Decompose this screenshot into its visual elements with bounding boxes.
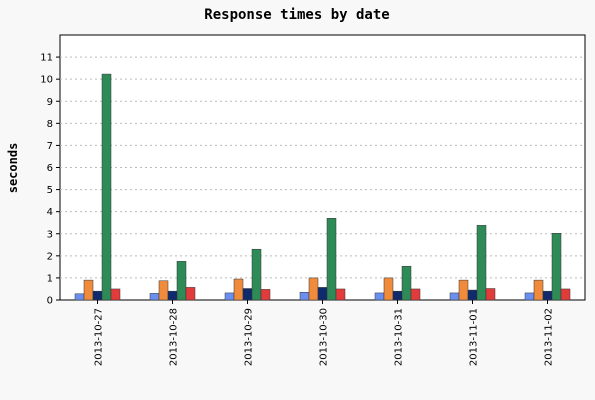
bar-s1-2013-11-02 — [533, 279, 544, 301]
bar-s3-2013-10-27 — [101, 73, 112, 301]
bar-s0-2013-10-31 — [374, 292, 385, 301]
bar-s0-2013-10-30 — [299, 292, 310, 301]
y-tick-label: 10 — [40, 75, 53, 86]
bar-s3-2013-11-01 — [476, 225, 487, 301]
bar-s2-2013-10-31 — [392, 290, 403, 301]
y-tick-label: 5 — [47, 185, 53, 196]
y-axis-ticks: 0 1 2 3 4 5 6 7 8 9 10 11 — [40, 53, 60, 307]
bar-s1-2013-10-30 — [308, 277, 319, 301]
bar-s4-2013-10-27 — [110, 288, 121, 301]
bar-s2-2013-10-27 — [92, 290, 103, 301]
bar-s1-2013-10-29 — [233, 278, 244, 301]
bar-s4-2013-10-28 — [185, 287, 196, 301]
x-tick-label: 2013-11-02 — [544, 308, 555, 366]
x-tick-label: 2013-10-29 — [244, 308, 255, 366]
bar-s2-2013-10-30 — [317, 287, 328, 301]
y-tick-label: 11 — [40, 53, 53, 64]
y-tick-label: 9 — [47, 97, 53, 108]
y-tick-label: 6 — [47, 163, 53, 174]
bar-s1-2013-10-31 — [383, 277, 394, 301]
bar-s3-2013-10-29 — [251, 248, 262, 301]
bar-s0-2013-10-29 — [224, 292, 235, 301]
y-tick-label: 4 — [47, 207, 53, 218]
bar-s1-2013-10-28 — [158, 280, 169, 301]
bar-s0-2013-11-01 — [449, 292, 460, 301]
y-tick-label: 3 — [47, 229, 53, 240]
y-tick-label: 0 — [47, 296, 53, 307]
bar-s0-2013-11-02 — [524, 292, 535, 301]
bar-s4-2013-11-01 — [485, 288, 496, 301]
bar-s4-2013-11-02 — [560, 288, 571, 301]
bar-s3-2013-11-02 — [551, 233, 562, 301]
y-tick-label: 2 — [47, 251, 53, 262]
x-axis-ticks: 2013-10-27 2013-10-28 2013-10-29 2013-10-30… — [94, 300, 555, 366]
bar-s1-2013-10-27 — [83, 279, 94, 301]
bar-s3-2013-10-31 — [401, 265, 412, 301]
chart-title: Response times by date — [204, 7, 389, 23]
bar-s4-2013-10-31 — [410, 288, 421, 301]
y-tick-label: 7 — [47, 141, 53, 152]
bar-s1-2013-11-01 — [458, 279, 469, 301]
x-tick-label: 2013-10-30 — [319, 308, 330, 366]
bars — [74, 73, 571, 301]
plot-area — [59, 34, 586, 301]
bar-s3-2013-10-28 — [176, 261, 187, 301]
x-tick-label: 2013-11-01 — [469, 308, 480, 366]
bar-s2-2013-10-29 — [242, 288, 253, 301]
bar-s4-2013-10-29 — [260, 289, 271, 301]
bar-s0-2013-10-27 — [74, 293, 85, 301]
bar-s3-2013-10-30 — [326, 218, 337, 301]
bar-s2-2013-11-01 — [467, 289, 478, 301]
x-tick-label: 2013-10-31 — [394, 308, 405, 366]
bar-s4-2013-10-30 — [335, 288, 346, 301]
x-tick-label: 2013-10-28 — [169, 308, 180, 366]
bar-s0-2013-10-28 — [149, 293, 160, 301]
y-tick-label: 1 — [47, 273, 53, 284]
y-tick-label: 8 — [47, 119, 53, 130]
y-axis-label: seconds — [6, 143, 20, 194]
x-tick-label: 2013-10-27 — [94, 308, 105, 366]
bar-s2-2013-11-02 — [542, 290, 553, 301]
bar-s2-2013-10-28 — [167, 290, 178, 301]
